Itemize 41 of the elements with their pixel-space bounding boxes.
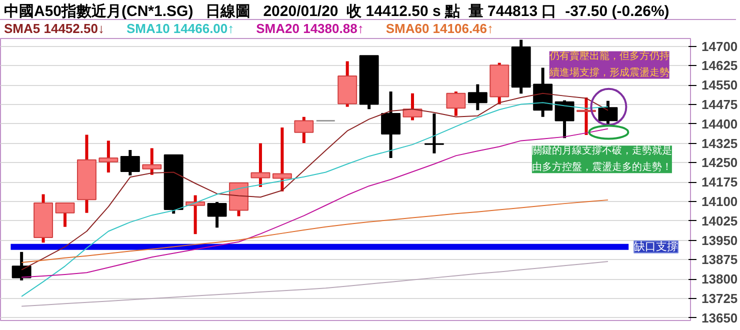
line-series <box>21 199 608 264</box>
y-tick-label: 13950 <box>702 232 738 248</box>
candlestick <box>250 143 270 188</box>
text: SMA5 14452.50↓ <box>4 21 104 36</box>
line-series <box>21 261 608 307</box>
candlestick <box>446 92 466 116</box>
text: SMA60 14106.46↑ <box>386 21 494 36</box>
y-tick-label: 14025 <box>702 213 738 228</box>
text: SMA20 14380.88↑ <box>256 21 364 36</box>
y-tick-label: 13800 <box>702 272 738 287</box>
candlestick <box>98 140 118 173</box>
chart-title: 中國A50指數近月(CN*1.SG) 日線圖 2020/01/20 收 14412.50 s 點 量 744813 口 -37.50 (-0.26%) <box>4 3 670 20</box>
y-tick-label: 14700 <box>702 38 738 54</box>
candlestick <box>55 202 75 227</box>
candlestick <box>598 100 618 125</box>
band-label: 缺口支撐 <box>634 240 678 253</box>
y-tick-label: 13650 <box>702 310 738 326</box>
candlestick <box>272 128 292 192</box>
annotation: 仍有賣壓出籠，但多方仍持續進場支撐，形成震盪走勢 <box>548 50 670 79</box>
candlestick <box>120 150 140 176</box>
candlestick <box>12 252 32 280</box>
candlestick <box>207 202 227 228</box>
y-tick-label: 14250 <box>702 155 738 170</box>
y-tick-label: 13875 <box>702 252 738 268</box>
text: SMA10 14466.00↑ <box>126 21 234 36</box>
candlestick <box>294 116 314 144</box>
y-tick-label: 14325 <box>702 136 738 151</box>
y-tick-label: 14625 <box>702 58 738 74</box>
candlestick <box>424 114 444 154</box>
annotation: 關鍵的月線支撐不破，走勢就是由多方控盤，震盪走多的走勢！ <box>532 144 672 174</box>
candlestick <box>468 84 488 110</box>
candlestick <box>554 100 574 138</box>
y-tick-label: 14100 <box>702 194 738 209</box>
y-tick-label: 14175 <box>702 174 738 190</box>
candlestick <box>381 92 401 158</box>
y-tick-label: 14475 <box>702 96 738 112</box>
y-tick-label: 14400 <box>702 116 738 132</box>
y-tick-label: 13725 <box>702 291 738 306</box>
y-tick-label: 14550 <box>702 78 738 93</box>
candlestick <box>402 93 422 120</box>
candlestick <box>142 148 162 175</box>
